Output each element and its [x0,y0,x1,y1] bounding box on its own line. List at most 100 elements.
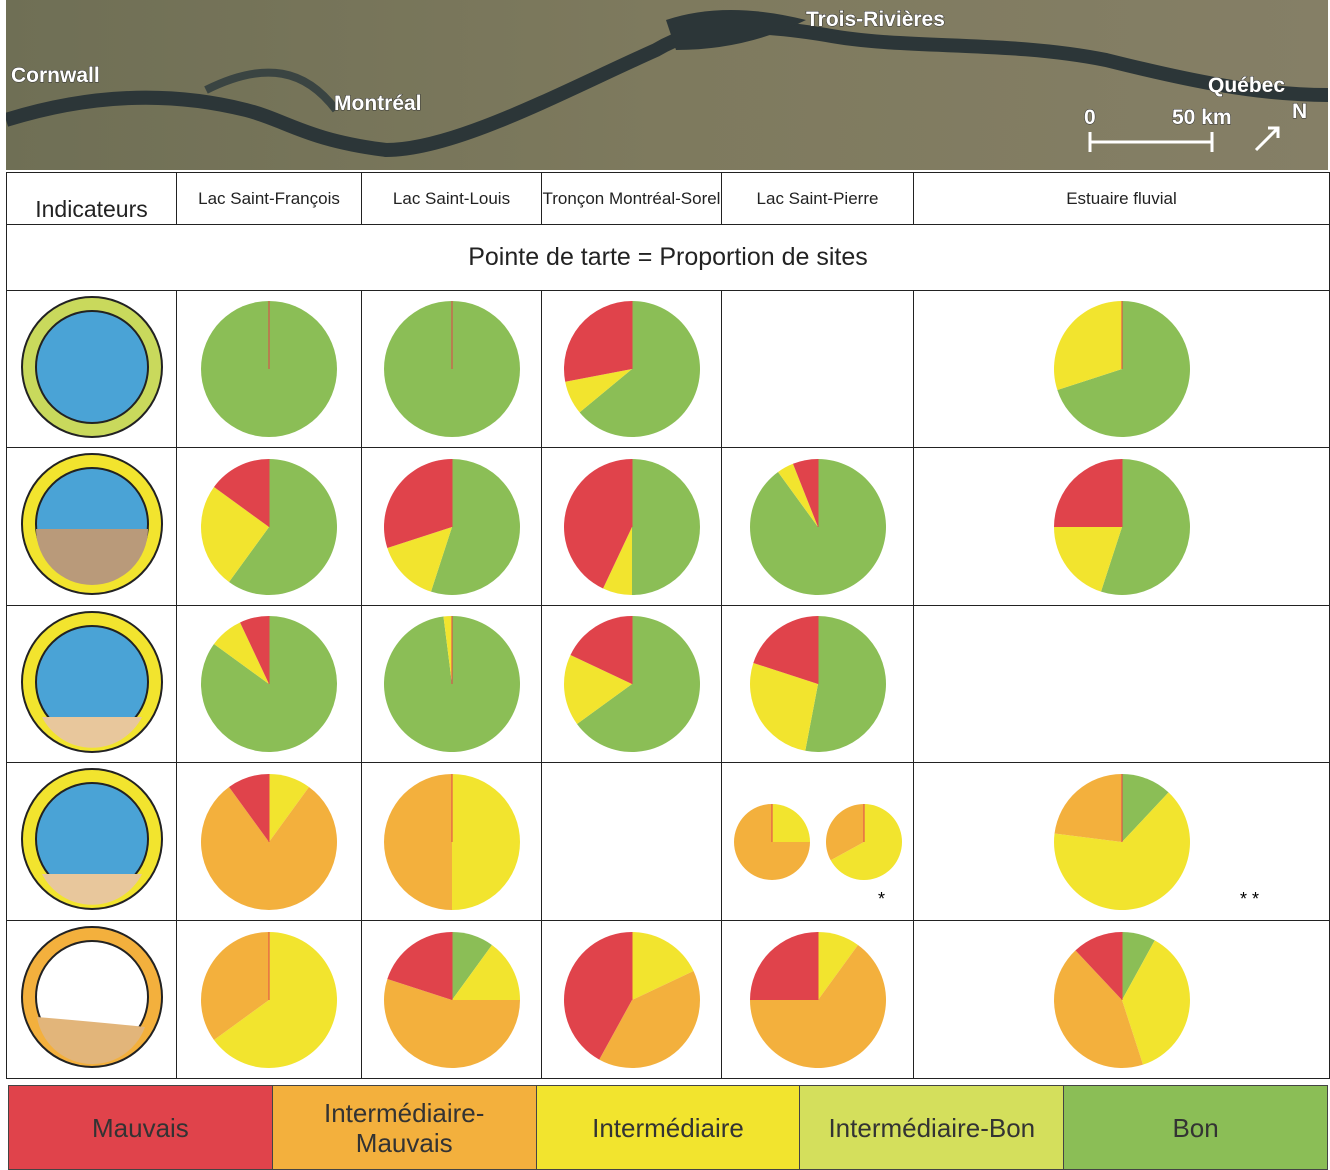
map-label: Trois-Rivières [806,8,945,31]
pie-slice [213,458,269,527]
table-row [6,920,1330,1079]
pie-slice [563,931,632,1060]
indicator-cell [6,290,177,448]
table-cell [721,920,914,1079]
pie-slice [817,931,858,1000]
pie-chart [563,616,700,752]
pie-slice [269,773,309,842]
table-cell [721,605,914,763]
table-cell [721,290,914,448]
indicator-cell [6,762,177,921]
pie-slice [1053,949,1143,1068]
pie-slice [825,803,864,860]
pie-slice [383,978,520,1068]
pie-chart [749,616,886,752]
table-row [6,447,1330,606]
indicator-icon [20,768,163,910]
north-arrow [1254,126,1280,152]
pie-slice [451,773,520,910]
table-cell [176,605,362,763]
pie-chart [1053,773,1190,910]
table-cell [541,290,722,448]
subtitle: Pointe de tarte = Proportion de sites [6,224,1330,291]
scale-bar [1088,132,1214,152]
pie-slice [804,616,886,752]
pie-chart [749,458,886,595]
map-label: Cornwall [11,64,100,87]
table: Indicateurs Lac Saint-François Lac Saint-L… [6,172,1330,1079]
note: * [877,889,885,909]
legend-item: Intermédiaire-Mauvais [271,1086,536,1169]
table-row [6,290,1330,448]
pie-slice [1121,773,1169,842]
table-cell [913,447,1330,606]
table-cell [541,447,722,606]
table-cell [361,762,542,921]
header: Lac Saint-Pierre [721,172,914,225]
pie-slice [383,458,452,548]
pie-slice [1121,931,1155,1000]
legend: Mauvais Intermédiaire-Mauvais Intermédiair… [8,1085,1328,1170]
pie-slice [1053,458,1122,527]
table-cell [176,290,362,448]
table-cell [913,605,1330,763]
pie-slice [442,616,452,684]
pie-slice [1121,939,1190,1065]
table-cell [721,447,914,606]
pie-slice [564,369,632,413]
pie-chart [563,931,700,1068]
pie-chart [383,931,520,1068]
table-row: * * * [6,762,1330,921]
pie-slice [749,944,886,1068]
pie-slice [752,616,818,684]
pie-slice [383,773,452,910]
pie-slice [386,526,452,592]
pie-chart [1053,931,1190,1068]
pie-chart [201,458,337,595]
icon-bg [34,309,149,424]
pie-slice [1053,791,1190,910]
table-cell [361,920,542,1079]
table-cell [361,605,542,763]
table-cell [176,920,362,1079]
indicator-cell [6,447,177,606]
pie-slice [1054,773,1122,842]
pie-chart [200,616,337,752]
pie-chart [749,931,886,1068]
icon-sediment [35,529,148,585]
pie-slice [213,931,337,1068]
pie-chart [201,773,337,910]
pie-slice [749,662,818,751]
pie-slice [771,803,810,842]
pie-slice [830,803,902,880]
indicator-icon [20,295,163,438]
pie-slice [598,970,700,1068]
pie-slice [579,301,700,437]
pie-slice [430,458,520,595]
table-cell: * [721,762,914,921]
table-cell [541,920,722,1079]
pie-slice [749,931,818,1000]
pie-chart [201,301,337,437]
legend-item: Intermédiaire [535,1086,800,1169]
legend-item: Mauvais [9,1086,272,1169]
pie-slice [451,944,520,1000]
indicator-icon [20,453,163,595]
map-label: Québec [1208,74,1285,97]
pie-slice [1056,301,1190,437]
indicator-cell [6,605,177,763]
pie-slice [1053,301,1122,391]
table-cell [361,290,542,448]
header: Lac Saint-François [176,172,362,225]
pie-slice [1074,931,1122,1000]
pie-chart [1053,458,1190,595]
pie-slice [569,616,632,684]
pie-slice [386,931,452,1000]
pie-chart [201,931,337,1068]
header: Tronçon Montréal-Sorel [541,172,722,225]
pie-slice [792,458,818,527]
legend-item: Intermédiaire-Bon [799,1086,1064,1169]
pie-slice [201,786,337,910]
north-label: N [1292,100,1307,123]
